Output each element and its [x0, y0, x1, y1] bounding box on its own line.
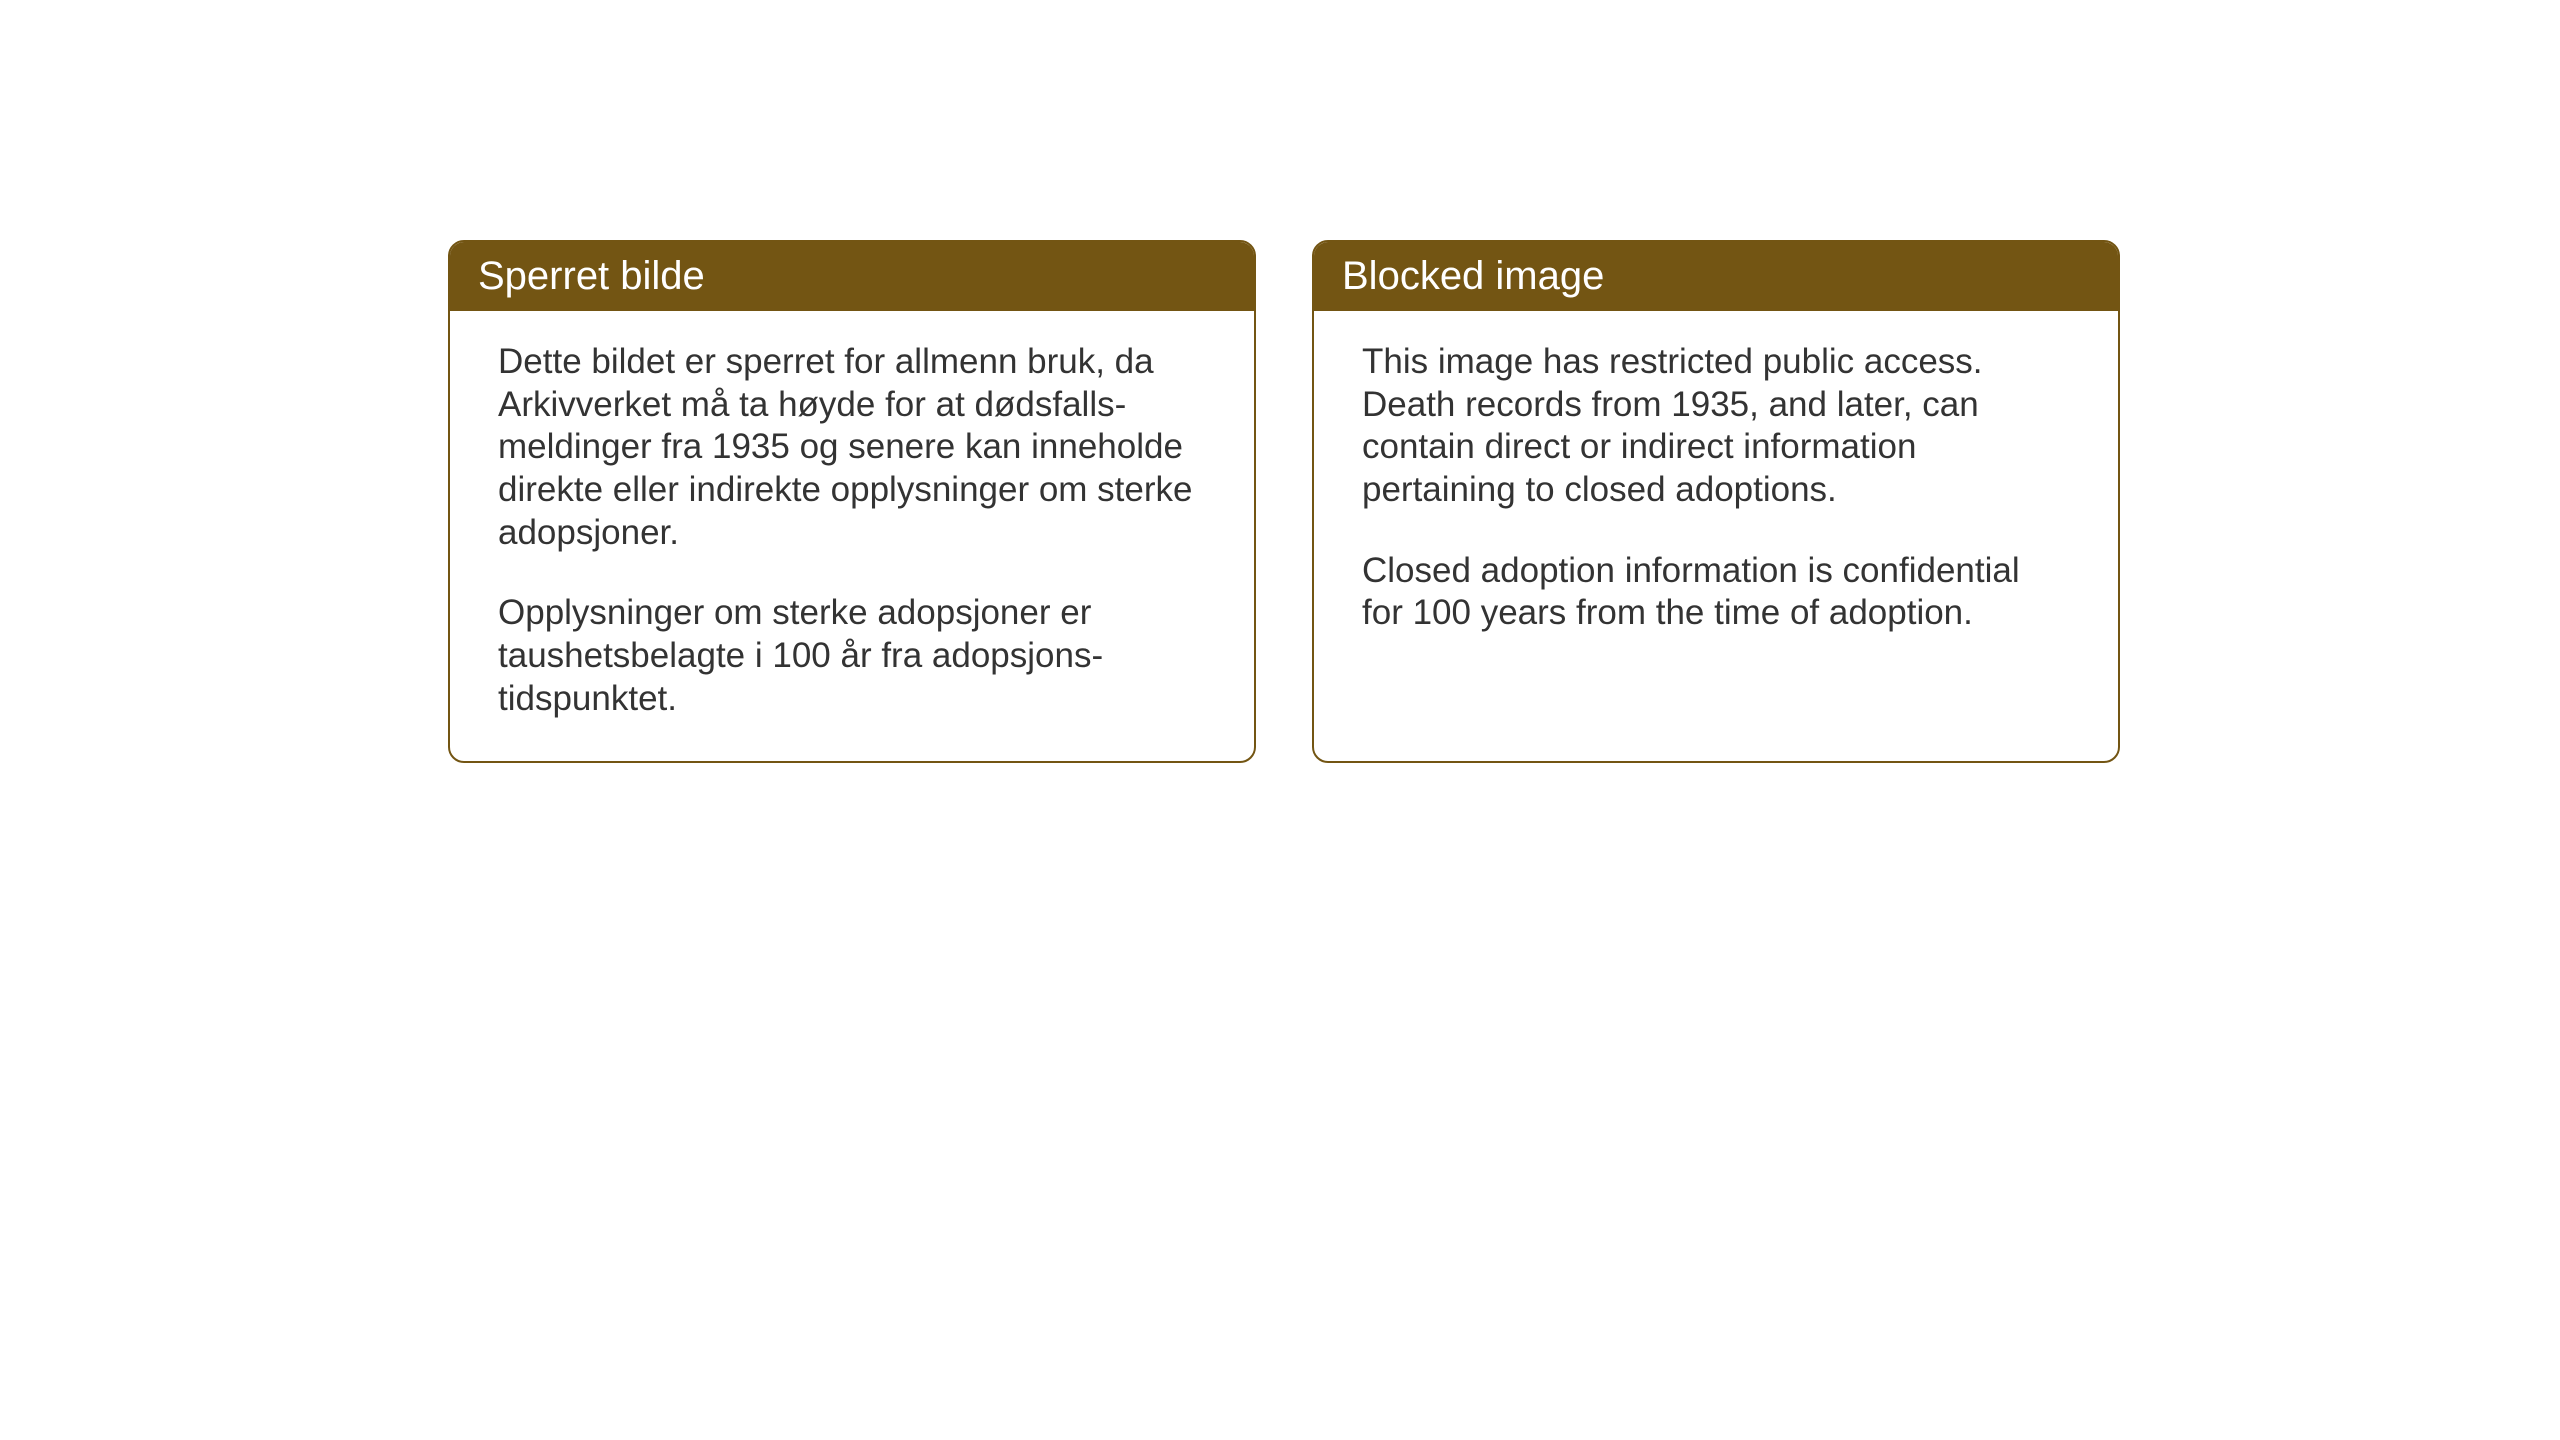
notice-container: Sperret bilde Dette bildet er sperret fo… — [448, 240, 2120, 763]
english-paragraph-2: Closed adoption information is confident… — [1362, 550, 2070, 635]
english-paragraph-1: This image has restricted public access.… — [1362, 341, 2070, 512]
norwegian-paragraph-2: Opplysninger om sterke adopsjoner er tau… — [498, 592, 1206, 720]
english-card-body: This image has restricted public access.… — [1314, 311, 2118, 675]
norwegian-notice-card: Sperret bilde Dette bildet er sperret fo… — [448, 240, 1256, 763]
norwegian-paragraph-1: Dette bildet er sperret for allmenn bruk… — [498, 341, 1206, 554]
english-notice-card: Blocked image This image has restricted … — [1312, 240, 2120, 763]
english-card-title: Blocked image — [1314, 242, 2118, 311]
norwegian-card-body: Dette bildet er sperret for allmenn bruk… — [450, 311, 1254, 761]
norwegian-card-title: Sperret bilde — [450, 242, 1254, 311]
